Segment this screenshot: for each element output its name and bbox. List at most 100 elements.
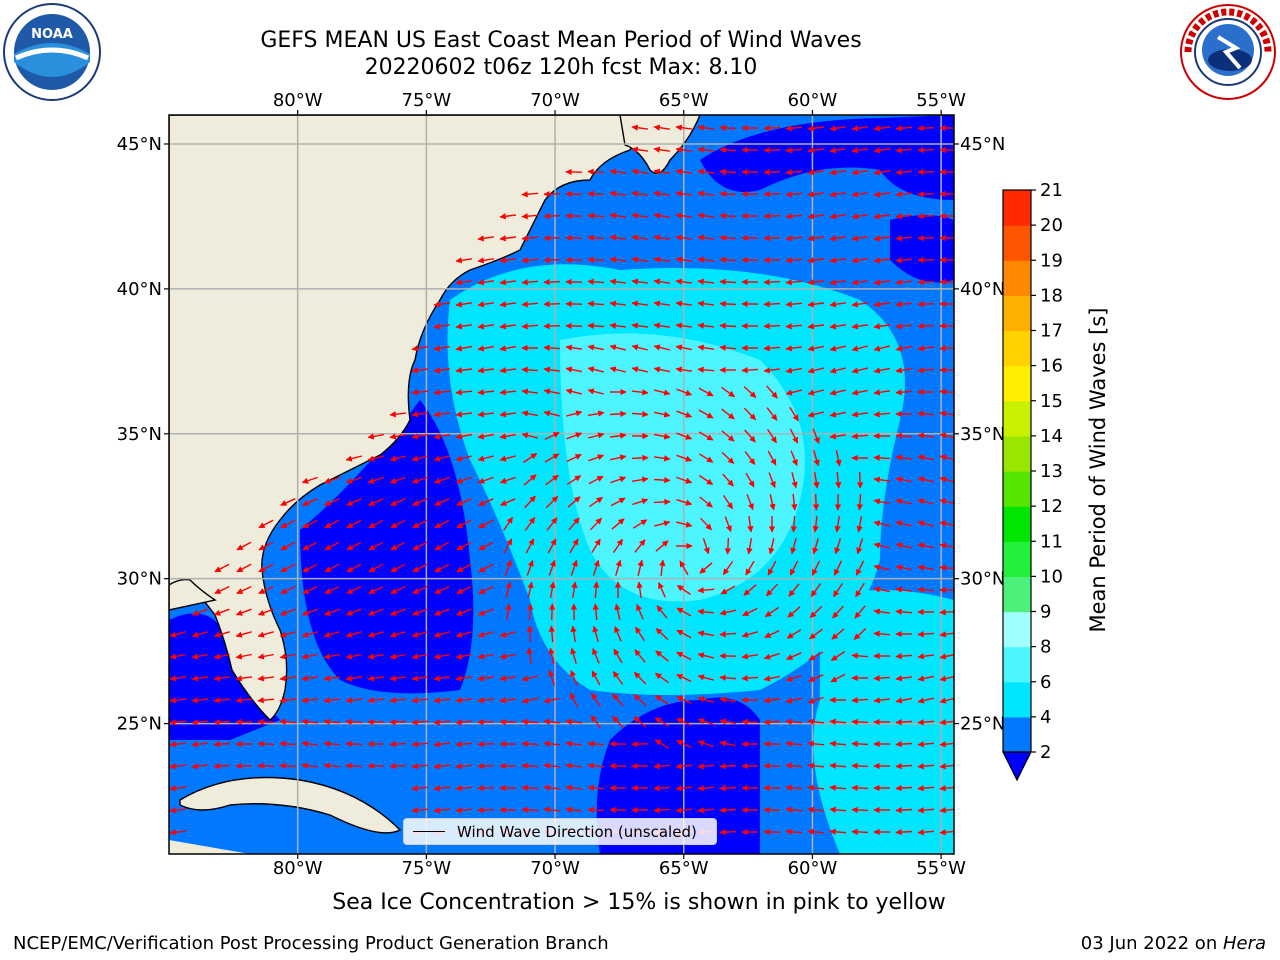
wind-wave-arrow xyxy=(851,828,869,836)
wind-wave-arrow xyxy=(807,213,824,220)
wind-wave-arrow xyxy=(653,344,670,351)
wind-wave-arrow xyxy=(807,125,824,132)
wind-wave-arrow xyxy=(895,719,913,726)
wind-wave-arrow xyxy=(851,367,868,374)
wind-wave-arrow xyxy=(785,806,803,813)
wind-wave-arrow xyxy=(456,519,472,529)
dark-blue-region-nw xyxy=(700,115,954,200)
wind-wave-arrow xyxy=(675,124,692,131)
wind-wave-arrow xyxy=(302,585,318,595)
wind-wave-arrow xyxy=(765,583,779,597)
wind-wave-arrow xyxy=(873,125,890,132)
wind-wave-arrow xyxy=(812,538,819,555)
wind-wave-arrow xyxy=(609,344,626,351)
wind-wave-arrow xyxy=(390,498,406,506)
wind-wave-arrow xyxy=(433,675,450,682)
wind-wave-arrow xyxy=(719,256,737,263)
wind-wave-arrow xyxy=(812,428,820,444)
wind-wave-arrow xyxy=(434,519,450,529)
wind-wave-arrow xyxy=(433,367,450,374)
wind-wave-arrow xyxy=(917,168,935,176)
wind-wave-arrow xyxy=(763,828,781,836)
wind-wave-arrow xyxy=(257,740,275,748)
wind-wave-arrow xyxy=(675,146,692,153)
wind-wave-arrow xyxy=(477,411,494,418)
wind-wave-arrow xyxy=(433,763,451,770)
colorbar-segment xyxy=(1003,330,1031,367)
wind-wave-arrow xyxy=(631,190,648,197)
wind-wave-arrow xyxy=(345,608,362,616)
wind-wave-arrow xyxy=(592,603,599,621)
wind-wave-arrow xyxy=(676,521,693,528)
wind-wave-arrow xyxy=(785,147,803,154)
wind-wave-arrow xyxy=(455,608,472,616)
wind-wave-arrow xyxy=(257,718,275,726)
wind-wave-arrow xyxy=(830,673,846,683)
wind-wave-arrow xyxy=(169,675,186,682)
wind-wave-arrow xyxy=(411,433,429,440)
wind-wave-arrow xyxy=(829,301,847,308)
wind-wave-arrow xyxy=(521,432,538,439)
wind-wave-arrow xyxy=(455,345,473,352)
wind-wave-arrow xyxy=(675,190,692,197)
wind-wave-arrow xyxy=(279,718,297,725)
wind-wave-arrow xyxy=(633,716,647,728)
wind-wave-arrow xyxy=(917,520,934,527)
wind-wave-arrow xyxy=(323,762,341,769)
wind-wave-arrow xyxy=(433,719,451,726)
wind-wave-arrow xyxy=(917,322,935,330)
wind-wave-arrow xyxy=(632,519,648,529)
wind-wave-arrow xyxy=(873,476,890,483)
wind-wave-arrow xyxy=(873,608,891,615)
wind-wave-arrow xyxy=(702,538,710,555)
wind-wave-arrow xyxy=(697,168,715,175)
wind-wave-arrow xyxy=(675,234,692,241)
wind-wave-arrow xyxy=(675,785,693,792)
colorbar-tick-label: 2 xyxy=(1040,742,1051,763)
wind-wave-arrow xyxy=(785,279,803,286)
wind-wave-arrow xyxy=(587,168,605,175)
wind-wave-arrow xyxy=(169,763,187,770)
wind-wave-arrow xyxy=(697,278,715,285)
wind-wave-arrow xyxy=(634,539,646,553)
wind-wave-arrow xyxy=(654,389,671,396)
wind-wave-arrow xyxy=(697,146,715,153)
wind-wave-arrow xyxy=(763,675,780,682)
wind-wave-arrow xyxy=(455,257,473,264)
wind-wave-arrow xyxy=(236,585,252,595)
wind-wave-arrow xyxy=(411,807,429,814)
wind-wave-arrow xyxy=(745,472,755,488)
wind-wave-arrow xyxy=(323,653,340,660)
wind-wave-arrow xyxy=(411,763,429,770)
wind-wave-arrow xyxy=(811,560,821,576)
wind-wave-arrow xyxy=(659,559,666,576)
wind-wave-arrow xyxy=(895,653,913,660)
wind-wave-arrow xyxy=(768,538,775,555)
wind-wave-arrow xyxy=(939,432,954,439)
wind-wave-arrow xyxy=(895,498,912,505)
wind-wave-arrow xyxy=(587,366,604,373)
wind-wave-arrow xyxy=(499,213,516,220)
wind-wave-arrow xyxy=(609,410,627,417)
wind-wave-arrow xyxy=(856,515,863,533)
wind-wave-arrow xyxy=(721,386,736,398)
wind-wave-arrow xyxy=(851,762,869,770)
wind-wave-arrow xyxy=(169,697,187,704)
wind-wave-arrow xyxy=(873,257,890,264)
wind-wave-arrow xyxy=(675,256,692,263)
wind-wave-arrow xyxy=(455,279,473,286)
wind-wave-arrow xyxy=(477,476,494,484)
wind-wave-arrow xyxy=(785,191,803,198)
wind-wave-arrow xyxy=(917,476,934,483)
wind-wave-arrow xyxy=(477,806,495,814)
lon-tick-label-bottom: 80°W xyxy=(273,858,323,879)
wind-wave-arrow xyxy=(323,697,341,704)
lon-tick-label-top: 65°W xyxy=(659,90,709,111)
wind-wave-arrow xyxy=(917,763,935,770)
wind-wave-arrow xyxy=(499,301,516,308)
wind-wave-arrow xyxy=(213,741,231,748)
colorbar-tick-label: 8 xyxy=(1040,637,1051,658)
wind-wave-arrow xyxy=(609,278,626,285)
wind-wave-arrow xyxy=(477,389,495,396)
wind-wave-arrow xyxy=(434,585,450,595)
